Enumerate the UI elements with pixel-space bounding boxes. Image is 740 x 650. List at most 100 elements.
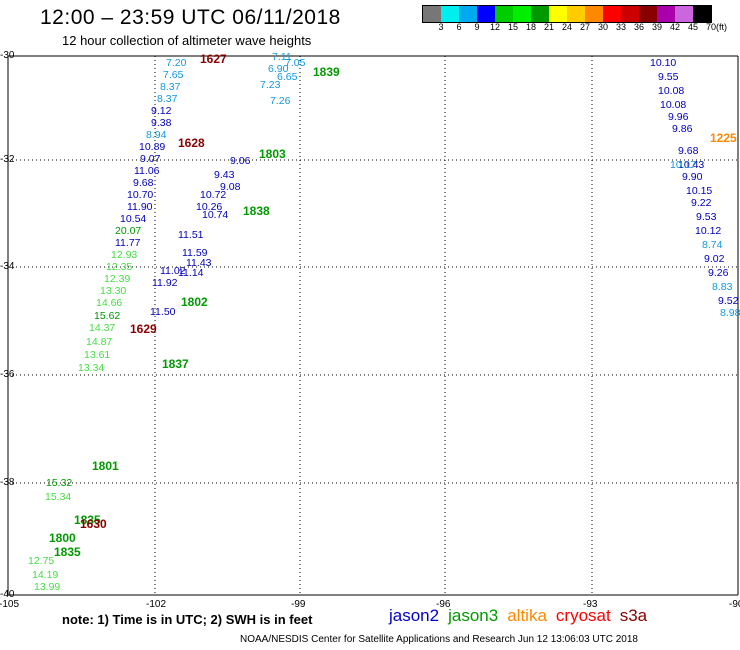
pass-time-label: 1630 [80,517,107,531]
wave-height-label: 11.51 [178,229,204,241]
color-swatch [459,6,477,22]
wave-height-label: 6.90 [268,63,289,75]
color-swatch [639,6,657,22]
wave-height-label: 20.07 [115,225,142,237]
pass-time-label: 1629 [130,322,157,336]
wave-height-label: 9.38 [151,117,172,129]
color-scale-tick: 45 [687,22,699,32]
wave-height-label: 8.37 [157,93,178,105]
chart-title: 12:00 – 23:59 UTC 06/11/2018 [40,6,341,29]
wave-height-label: 13.99 [34,581,61,593]
satellite-legend: jason2 jason3 altika cryosat s3a [389,606,656,626]
wave-height-label: 15.32 [46,477,73,489]
wave-height-label: 7.65 [163,69,184,81]
wave-height-label: 6.65 [277,71,298,83]
color-scale-tick: 15 [507,22,519,32]
wave-height-label: 11.90 [127,201,153,213]
color-swatch [441,6,459,22]
wave-height-label: 7.05 [285,57,306,69]
latitude-tick-label: -30 [0,50,15,61]
pass-time-label: 1802 [181,295,208,309]
wave-height-label: 10.89 [139,141,166,153]
wave-height-label: 8.74 [702,239,723,251]
wave-height-label: 10.15 [686,185,713,197]
color-swatch [657,6,675,22]
wave-height-label: 9.07 [140,153,161,165]
wave-height-label: 9.08 [220,181,241,193]
longitude-tick-label: -105 [0,599,20,610]
footer-note: note: 1) Time is in UTC; 2) SWH is in fe… [62,612,313,627]
wave-height-label: 14.66 [96,297,123,309]
color-scale-tick: 42 [669,22,681,32]
wave-height-label: 9.06 [230,155,251,167]
longitude-tick-label: -90 [729,599,740,610]
wave-height-label: 12.39 [104,273,131,285]
wave-height-label: 9.02 [704,253,725,265]
longitude-tick-label: -96 [436,599,451,610]
wave-height-label: 15.34 [45,491,72,503]
color-scale-tick: 27 [579,22,591,32]
wave-height-label: 9.12 [151,105,172,117]
color-scale-tick: 9 [474,22,480,32]
wave-height-label: 10.17 [670,159,697,171]
wave-height-label: 11.59 [182,247,208,259]
wave-height-label: 11.43 [186,257,212,269]
wave-height-label: 9.53 [696,211,717,223]
color-scale-tick: 18 [525,22,537,32]
pass-time-label: 1838 [243,204,270,218]
wave-height-label: 14.37 [89,322,116,334]
color-swatch [603,6,621,22]
wave-height-label: 9.22 [691,197,712,209]
wave-height-label: 10.26 [196,201,223,213]
wave-height-label: 9.96 [668,111,689,123]
wave-height-label: 10.10 [650,57,677,69]
color-swatch [693,6,711,22]
pass-time-label: 1803 [259,147,286,161]
color-scale-unit: (ft) [716,22,727,32]
color-swatch [477,6,495,22]
pass-time-label: 1835 [74,513,101,527]
latitude-tick-label: -34 [0,261,15,272]
wave-height-label: 9.52 [718,295,739,307]
pass-time-label: 1839 [313,65,340,79]
chart-subtitle: 12 hour collection of altimeter wave hei… [62,33,312,48]
latitude-tick-label: -36 [0,369,15,380]
color-swatch [549,6,567,22]
color-swatch [531,6,549,22]
wave-height-label: 10.08 [658,85,685,97]
wave-height-label: 8.37 [160,81,181,93]
legend-item-altika: altika [507,606,547,625]
wave-height-label: 11.92 [152,277,178,289]
wave-height-label: 7.20 [166,57,187,69]
pass-time-label: 1628 [178,136,205,150]
wave-height-label: 9.90 [682,171,703,183]
color-swatch [621,6,639,22]
color-swatch [675,6,693,22]
pass-time-label: 1801 [92,459,119,473]
wave-height-label: 10.54 [120,213,147,225]
wave-height-label: 11.50 [150,306,176,318]
wave-height-label: 12.35 [106,261,133,273]
wave-height-label: 14.87 [86,336,113,348]
color-swatch [567,6,585,22]
wave-height-label: 13.30 [100,285,127,297]
credit-line: NOAA/NESDIS Center for Satellite Applica… [240,634,638,645]
wave-height-label: 9.68 [678,145,699,157]
wave-height-label: 7.26 [270,95,291,107]
wave-height-label: 9.86 [672,123,693,135]
color-scale-tick: 6 [456,22,462,32]
longitude-tick-label: -93 [583,599,598,610]
wave-height-label: 14.19 [32,569,59,581]
pass-time-label: 1835 [54,545,81,559]
color-scale-tick: 24 [561,22,573,32]
wave-height-label: 10.08 [660,99,687,111]
color-swatch [423,6,441,22]
wave-height-label: 10.70 [127,189,154,201]
wave-height-label: 11.77 [115,237,141,249]
color-scale-tick: 3 [438,22,444,32]
color-scale-tick: 12 [489,22,501,32]
wave-height-label: 13.34 [78,362,105,374]
wave-height-label: 9.43 [214,169,235,181]
color-swatch [513,6,531,22]
